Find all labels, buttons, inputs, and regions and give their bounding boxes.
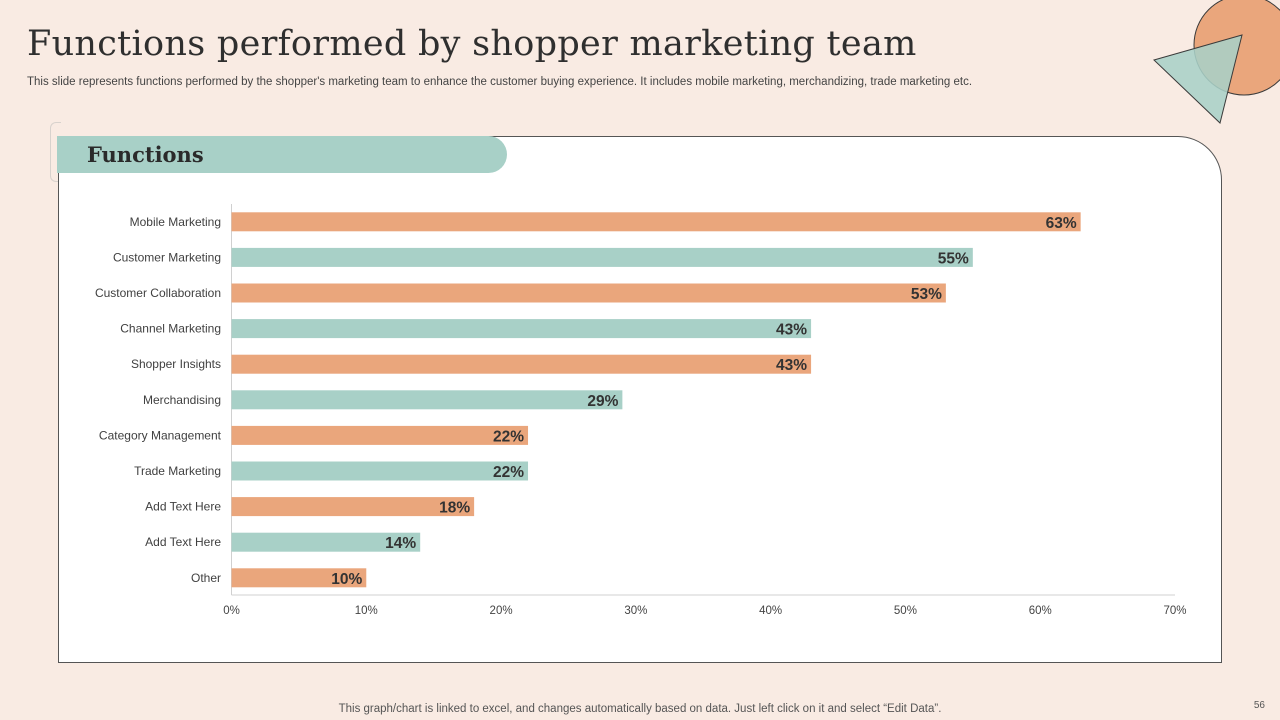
data-label: 29% — [587, 393, 618, 410]
data-label: 22% — [493, 464, 524, 481]
x-tick-label: 50% — [894, 605, 917, 617]
bar — [231, 461, 529, 481]
data-label: 14% — [385, 535, 416, 552]
data-label: 55% — [938, 250, 969, 267]
category-label: Other — [191, 571, 221, 585]
data-label: 53% — [911, 286, 942, 303]
category-label: Add Text Here — [145, 535, 221, 549]
panel-heading-tab: Functions — [57, 136, 507, 173]
x-tick-label: 0% — [223, 605, 240, 617]
category-label: Customer Marketing — [113, 250, 221, 264]
page-number: 56 — [1253, 700, 1265, 711]
data-label: 43% — [776, 357, 807, 374]
panel-heading: Functions — [87, 142, 204, 167]
bar — [231, 354, 812, 374]
x-tick-label: 10% — [355, 605, 378, 617]
bar — [231, 497, 475, 517]
category-label: Mobile Marketing — [130, 215, 221, 229]
category-label: Trade Marketing — [134, 464, 221, 478]
category-label: Shopper Insights — [131, 357, 221, 371]
data-label: 63% — [1046, 215, 1077, 232]
category-label: Merchandising — [143, 393, 221, 407]
bar — [231, 568, 367, 588]
slide-subtitle: This slide represents functions performe… — [27, 76, 973, 88]
bar — [231, 532, 421, 552]
slide-title: Functions performed by shopper marketing… — [27, 24, 917, 64]
bar — [231, 319, 812, 339]
category-label: Customer Collaboration — [95, 286, 221, 300]
x-tick-label: 40% — [759, 605, 782, 617]
x-tick-label: 60% — [1029, 605, 1052, 617]
data-label: 18% — [439, 500, 470, 517]
x-tick-label: 30% — [624, 605, 647, 617]
category-label: Category Management — [99, 428, 222, 442]
x-tick-label: 20% — [490, 605, 513, 617]
panel-bracket-decoration — [50, 122, 61, 182]
data-label: 22% — [493, 428, 524, 445]
category-label: Channel Marketing — [120, 322, 221, 336]
bar — [231, 212, 1081, 232]
teal-triangle-shape — [1153, 34, 1243, 124]
data-label: 43% — [776, 322, 807, 339]
bar — [231, 425, 529, 445]
category-label: Add Text Here — [145, 500, 221, 514]
bar — [231, 283, 946, 303]
bar — [231, 247, 973, 267]
decorative-shapes — [1153, 0, 1280, 124]
data-label: 10% — [331, 571, 362, 588]
footnote: This graph/chart is linked to excel, and… — [338, 703, 942, 715]
bar — [231, 390, 623, 410]
x-tick-label: 70% — [1163, 605, 1186, 617]
